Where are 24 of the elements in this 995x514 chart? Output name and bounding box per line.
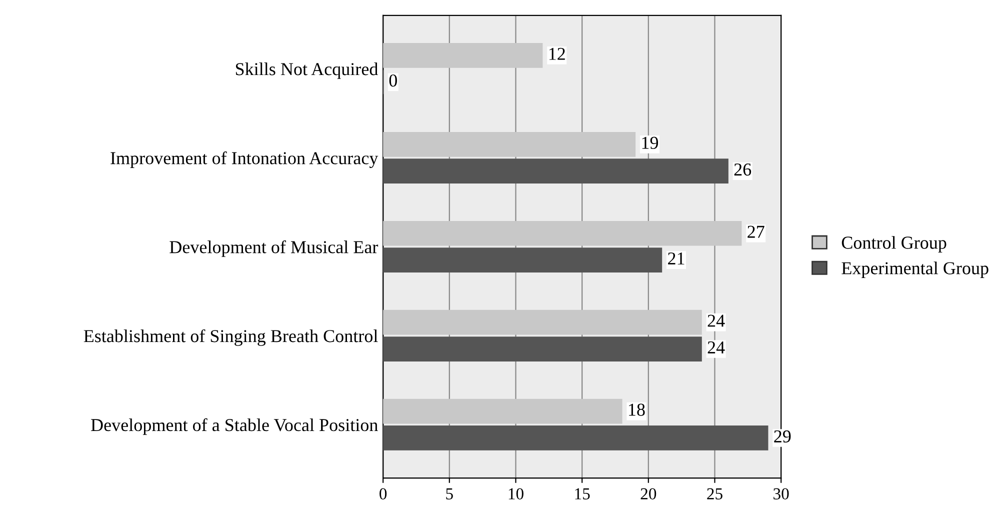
x-tick-label: 0 [380, 488, 387, 500]
data-label: 27 [748, 226, 764, 238]
y-tick-label: Development of a Stable Vocal Position [91, 418, 378, 435]
x-tick-label: 25 [707, 488, 722, 500]
x-tick-label: 15 [575, 488, 590, 500]
y-tick-label: Skills Not Acquired [236, 62, 378, 79]
data-label: 24 [708, 341, 725, 354]
y-tick-label: Improvement of Intonation Accuracy [110, 151, 378, 168]
data-label: 24 [708, 314, 725, 327]
data-label: 19 [642, 136, 658, 149]
data-label: 21 [668, 252, 684, 264]
x-tick-label: 30 [774, 488, 789, 500]
legend-label: Experimental Group [842, 262, 988, 278]
x-tick-label: 10 [508, 488, 524, 500]
legend-label: Control Group [842, 236, 946, 252]
y-tick-label: Development of Musical Ear [170, 240, 378, 257]
data-label: 26 [734, 163, 752, 176]
data-label: 12 [549, 48, 565, 60]
data-label: 18 [629, 404, 645, 416]
y-tick-label: Establishment of Singing Breath Control [84, 329, 378, 346]
data-label: 29 [774, 430, 791, 443]
x-tick-label: 20 [640, 488, 656, 500]
data-label: 0 [389, 74, 397, 87]
x-tick-label: 5 [446, 488, 453, 500]
